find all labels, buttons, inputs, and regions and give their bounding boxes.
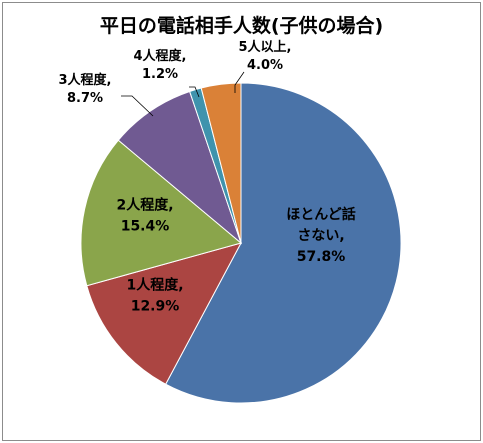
pie-slice-3	[80, 139, 243, 287]
chart-title: 平日の電話相手人数(子供の場合)	[99, 15, 384, 37]
slice-label-line: 3人程度,	[59, 72, 112, 88]
slice-label-4: 3人程度, 8.7%	[59, 72, 112, 106]
slice-label-line: 57.8%	[297, 249, 346, 265]
leader-lines	[121, 71, 245, 117]
slice-label-6: 5人以上, 4.0%	[239, 39, 292, 73]
slice-label-line: 2人程度,	[116, 197, 173, 214]
slice-label-line: 1人程度,	[126, 277, 183, 294]
pie-chart: ほとんど話さない, 57.8% 1人程度, 12.9% 2人程度, 15.4% 3人程度, 8…	[59, 39, 402, 404]
slice-label-line: さない,	[297, 228, 344, 244]
slice-label-line: 1.2%	[142, 67, 178, 82]
leader-line-6	[234, 71, 245, 93]
pie-slices	[80, 82, 402, 404]
slice-label-line: 8.7%	[67, 91, 103, 106]
leader-line-5	[189, 86, 200, 98]
pie-slice-2	[86, 242, 242, 385]
pie-slice-4	[117, 90, 243, 245]
slice-label-2: 1人程度, 12.9%	[126, 277, 183, 315]
slice-label-line: 15.4%	[121, 219, 170, 235]
leader-line-4	[121, 95, 154, 117]
slice-label-1: ほとんど話さない, 57.8%	[286, 206, 356, 265]
slice-label-line: 4.0%	[247, 58, 283, 73]
slice-label-line: ほとんど話	[286, 206, 356, 223]
slice-label-line: 4人程度,	[134, 48, 187, 64]
slice-label-5: 4人程度, 1.2%	[134, 48, 187, 82]
slice-label-3: 2人程度, 15.4%	[116, 197, 173, 235]
slice-label-line: 5人以上,	[239, 39, 292, 55]
slice-labels: ほとんど話さない, 57.8% 1人程度, 12.9% 2人程度, 15.4% 3人程度, 8…	[59, 39, 356, 315]
slice-label-line: 12.9%	[131, 299, 180, 315]
pie-slice-1	[165, 82, 402, 404]
pie-slice-6	[200, 82, 242, 244]
